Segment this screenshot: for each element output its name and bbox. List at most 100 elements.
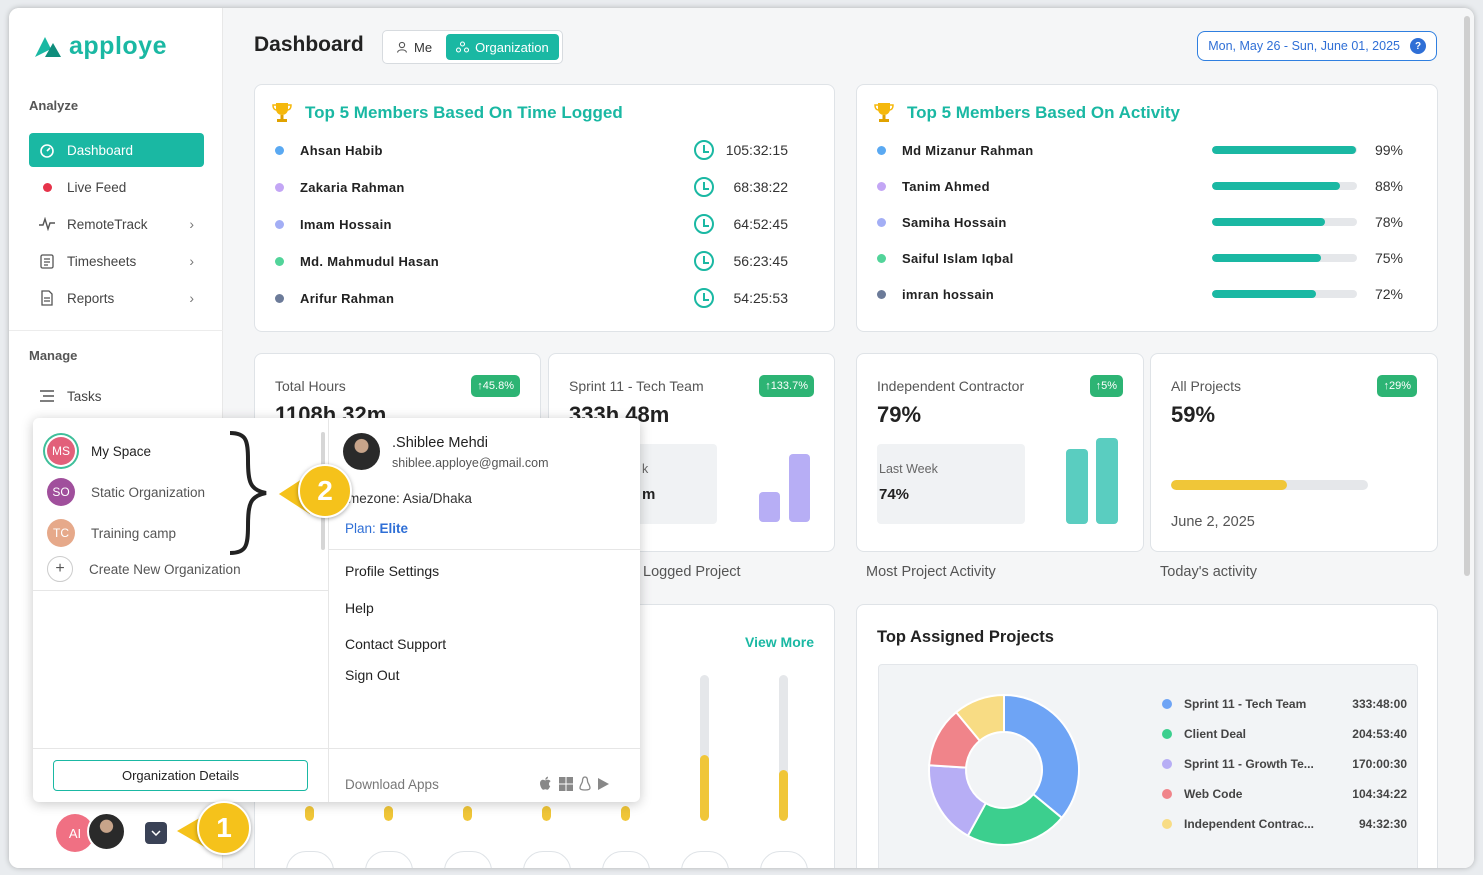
org-item-my-space[interactable]: MS My Space bbox=[47, 436, 151, 466]
toggle-me[interactable]: Me bbox=[386, 34, 442, 60]
date-range-text: Mon, May 26 - Sun, June 01, 2025 bbox=[1208, 39, 1400, 53]
help-icon[interactable]: ? bbox=[1410, 38, 1426, 54]
activity-member-row: imran hossain 72% bbox=[877, 284, 1417, 304]
donut-panel: Sprint 11 - Tech Team 333:48:00 Client Dea… bbox=[878, 664, 1418, 868]
project-value: 170:00:30 bbox=[1352, 757, 1407, 771]
daily-bar[interactable] bbox=[542, 675, 551, 821]
user-photo-avatar[interactable] bbox=[87, 812, 126, 851]
linux-icon[interactable] bbox=[579, 776, 591, 791]
daily-bar-fill bbox=[542, 806, 551, 821]
page-scrollbar[interactable] bbox=[1464, 16, 1470, 576]
daily-bar[interactable] bbox=[779, 675, 788, 821]
project-name: Sprint 11 - Tech Team bbox=[1184, 697, 1307, 711]
android-play-icon[interactable] bbox=[597, 777, 610, 791]
activity-percent: 78% bbox=[1374, 214, 1403, 230]
menu-sign-out[interactable]: Sign Out bbox=[345, 667, 400, 683]
section-analyze: Analyze bbox=[29, 98, 79, 113]
donut-slice[interactable] bbox=[954, 693, 1005, 743]
plan-value: Elite bbox=[379, 521, 409, 536]
top-activity-card: Top 5 Members Based On Activity Md Mizan… bbox=[856, 84, 1438, 332]
create-org-button[interactable]: + Create New Organization bbox=[47, 554, 241, 584]
project-value: 333:48:00 bbox=[1352, 697, 1407, 711]
top-activity-title: Top 5 Members Based On Activity bbox=[907, 103, 1181, 122]
user-email: shiblee.apploye@gmail.com bbox=[392, 456, 549, 470]
card-caption: Today's activity bbox=[1160, 564, 1258, 580]
top-time-title: Top 5 Members Based On Time Logged bbox=[305, 103, 623, 122]
project-value: 204:53:40 bbox=[1352, 727, 1407, 741]
daily-bar-fill bbox=[700, 755, 709, 821]
member-name: imran hossain bbox=[902, 286, 995, 302]
windows-icon[interactable] bbox=[559, 776, 573, 791]
clock-icon bbox=[694, 214, 714, 234]
logo[interactable]: apploye bbox=[31, 32, 167, 61]
sidebar-item-timesheets[interactable]: Timesheets › bbox=[29, 244, 204, 278]
org-item-training[interactable]: TC Training camp bbox=[47, 518, 176, 548]
pulse-icon bbox=[37, 217, 57, 231]
sidebar-item-remotetrack[interactable]: RemoteTrack › bbox=[29, 207, 204, 241]
page-title: Dashboard bbox=[254, 33, 364, 56]
member-name: Tanim Ahmed bbox=[902, 178, 990, 194]
menu-help[interactable]: Help bbox=[345, 600, 374, 616]
growth-badge: ↑29% bbox=[1377, 375, 1417, 397]
daily-bar[interactable] bbox=[621, 675, 630, 821]
sidebar-item-tasks[interactable]: Tasks bbox=[29, 379, 204, 413]
user-initials-avatar[interactable]: AI bbox=[56, 814, 94, 852]
activity-percent: 99% bbox=[1374, 142, 1403, 158]
activity-bar-track bbox=[1212, 254, 1357, 262]
toggle-organization[interactable]: Organization bbox=[446, 34, 559, 60]
trophy-icon bbox=[272, 103, 292, 122]
org-switcher: MS My Space SO Static Organization TC Tr… bbox=[33, 418, 329, 802]
stat-value: 79% bbox=[877, 402, 922, 427]
org-item-static[interactable]: SO Static Organization bbox=[47, 477, 205, 507]
user-menu-toggle[interactable] bbox=[145, 822, 167, 844]
time-member-row: Ahsan Habib 105:32:15 bbox=[275, 140, 814, 160]
comparison-box: Last Week 74% bbox=[877, 444, 1025, 524]
app-platform-icons bbox=[539, 776, 610, 791]
stat-card-project-activity: Independent Contractor 79% ↑5% Last Week… bbox=[856, 353, 1144, 552]
plus-icon: + bbox=[47, 556, 73, 582]
last-week-bar bbox=[1066, 449, 1088, 524]
menu-profile-settings[interactable]: Profile Settings bbox=[345, 563, 440, 579]
org-avatar: TC bbox=[47, 519, 75, 547]
callout-badge-1: 1 bbox=[197, 801, 251, 855]
member-name: Md. Mahmudul Hasan bbox=[300, 253, 440, 269]
member-name: Imam Hossain bbox=[300, 216, 392, 232]
stat-label: Total Hours bbox=[275, 378, 346, 394]
divider bbox=[9, 330, 223, 331]
sidebar-item-label: RemoteTrack bbox=[67, 216, 148, 232]
menu-contact-support[interactable]: Contact Support bbox=[345, 636, 447, 652]
member-name: Saiful Islam Iqbal bbox=[902, 250, 1014, 266]
sidebar-item-live-feed[interactable]: Live Feed bbox=[29, 170, 204, 204]
sidebar-item-reports[interactable]: Reports › bbox=[29, 281, 204, 315]
daily-bar[interactable] bbox=[700, 675, 709, 821]
daily-bar[interactable] bbox=[463, 675, 472, 821]
progress-fill bbox=[1171, 480, 1288, 490]
activity-bar-fill bbox=[1212, 182, 1340, 190]
month-label: May bbox=[523, 851, 571, 868]
activity-percent: 75% bbox=[1374, 250, 1403, 266]
project-value: 94:32:30 bbox=[1358, 817, 1407, 831]
month-label: May bbox=[681, 851, 729, 868]
member-color-dot bbox=[877, 181, 886, 191]
activity-bar-fill bbox=[1212, 146, 1356, 154]
org-details-button[interactable]: Organization Details bbox=[53, 760, 308, 791]
daily-bar[interactable] bbox=[305, 675, 314, 821]
divider bbox=[329, 549, 640, 550]
user-menu: .Shiblee Mehdi shiblee.apploye@gmail.com… bbox=[329, 418, 640, 802]
apple-icon[interactable] bbox=[539, 776, 553, 791]
month-label: May bbox=[602, 851, 650, 868]
sidebar-item-dashboard[interactable]: Dashboard bbox=[29, 133, 204, 167]
apploye-logo-icon bbox=[35, 36, 61, 57]
time-member-row: Zakaria Rahman 68:38:22 bbox=[275, 177, 814, 197]
donut-chart bbox=[928, 693, 1080, 846]
activity-member-row: Samiha Hossain 78% bbox=[877, 212, 1417, 232]
activity-bar-fill bbox=[1212, 290, 1317, 298]
app-window: apploye Analyze Dashboard Live Feed Remo… bbox=[9, 8, 1474, 868]
date-range-picker[interactable]: Mon, May 26 - Sun, June 01, 2025 ? bbox=[1197, 31, 1437, 61]
member-color-dot bbox=[275, 256, 284, 266]
daily-bar[interactable] bbox=[384, 675, 393, 821]
sidebar-item-label: Dashboard bbox=[67, 142, 134, 158]
month-label: May bbox=[286, 851, 334, 868]
view-more-link[interactable]: View More bbox=[745, 634, 814, 650]
donut-slice[interactable] bbox=[1003, 693, 1080, 820]
